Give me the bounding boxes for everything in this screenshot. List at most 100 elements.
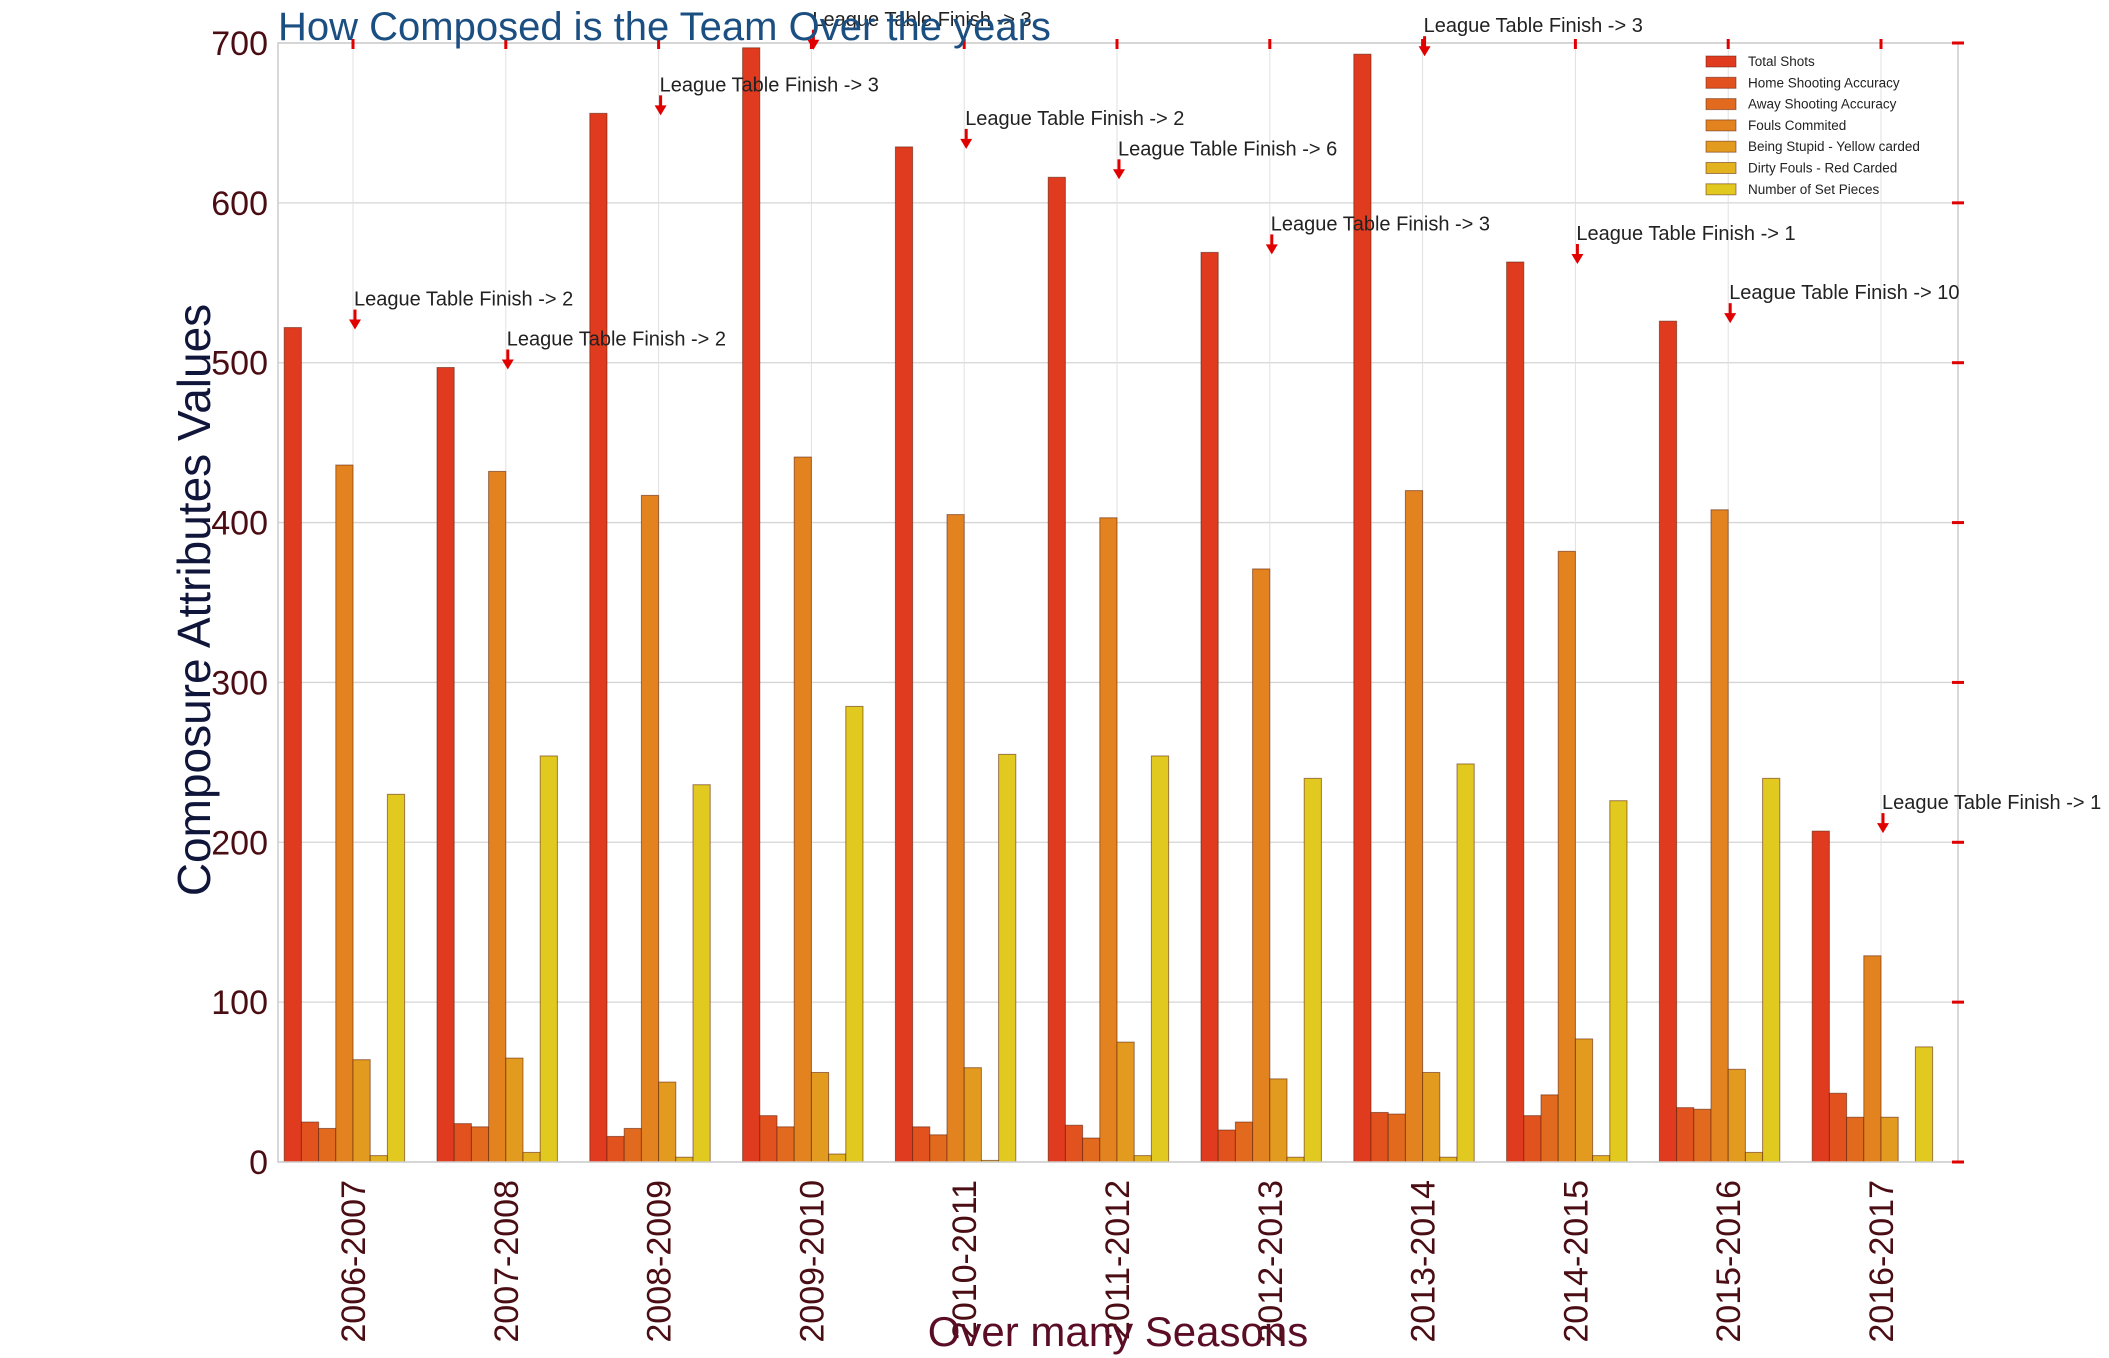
annotation-label: League Table Finish -> 6 <box>1118 138 1337 160</box>
bar <box>1252 568 1271 1163</box>
bar <box>488 470 507 1163</box>
x-tick-label: 2015-2016 <box>1710 1180 1748 1343</box>
bar <box>1658 320 1678 1163</box>
bar <box>1303 777 1322 1163</box>
bar <box>810 1071 830 1163</box>
x-tick-label: 2007-2008 <box>488 1180 526 1343</box>
legend: Total Shots Home Shooting Accuracy Away Sh… <box>1705 54 1920 197</box>
bar <box>352 1059 371 1163</box>
annotation-arrow-head <box>1724 313 1737 324</box>
legend-label: Being Stupid - Yellow carded <box>1748 139 1920 154</box>
bar <box>1811 830 1830 1163</box>
x-tick-label: 2016-2017 <box>1863 1180 1901 1343</box>
bar <box>1914 1046 1934 1163</box>
bar <box>436 367 455 1163</box>
annotation-label: League Table Finish -> 2 <box>354 289 573 311</box>
annotation-arrow-head <box>1418 46 1431 57</box>
bar <box>1370 1111 1389 1163</box>
bar <box>894 146 914 1163</box>
bar <box>1523 1115 1542 1163</box>
bar <box>1269 1078 1288 1163</box>
bar <box>1676 1107 1695 1163</box>
legend-label: Home Shooting Accuracy <box>1748 75 1900 90</box>
bar <box>946 514 965 1163</box>
y-tick-label: 700 <box>211 25 268 63</box>
annotation-arrow-head <box>349 319 361 330</box>
bar <box>606 1135 625 1163</box>
bar <box>640 494 660 1163</box>
legend-swatch <box>1705 162 1737 174</box>
annotation-arrow-head <box>1265 244 1278 255</box>
bar <box>1880 1116 1899 1163</box>
annotation-arrow-head <box>1877 823 1889 834</box>
bar <box>1693 1108 1712 1163</box>
annotation-label: League Table Finish -> 10 <box>1729 282 1959 304</box>
annotation-arrow-head <box>960 138 973 149</box>
bar <box>1422 1071 1441 1163</box>
annotation-label: League Table Finish -> 3 <box>660 74 879 96</box>
x-tick-label: 2011-2012 <box>1099 1180 1137 1340</box>
annotation-arrow-head <box>654 105 667 116</box>
bar <box>470 1126 490 1163</box>
bar <box>1727 1068 1746 1163</box>
right-axis-ticks <box>351 39 1964 1164</box>
bar <box>1133 1155 1152 1163</box>
y-tick-label: 600 <box>211 185 268 223</box>
bar <box>453 1123 472 1163</box>
bar <box>505 1057 524 1163</box>
y-axis-label: Composure Attributes Values <box>168 304 220 896</box>
x-tick-label: 2010-2011 <box>946 1180 984 1340</box>
legend-swatch <box>1705 183 1737 196</box>
legend-swatch <box>1705 140 1737 153</box>
x-tick-label: 2008-2009 <box>641 1180 679 1343</box>
annotation-label: League Table Finish -> 1 <box>1576 223 1795 245</box>
x-tick-labels: 2006-2007 2007-2008 2008-2009 2009-2010 2010… <box>335 1180 1901 1343</box>
bar <box>318 1127 337 1163</box>
annotation-arrow-head <box>501 359 514 370</box>
bar <box>1846 1116 1865 1163</box>
bar <box>793 456 812 1163</box>
annotation-label: League Table Finish -> 3 <box>1424 15 1643 37</box>
legend-swatch <box>1705 119 1737 132</box>
bar <box>1099 517 1118 1163</box>
bar <box>1609 800 1628 1163</box>
bar <box>1047 176 1066 1163</box>
bar <box>1557 550 1576 1163</box>
y-tick-label: 300 <box>211 664 268 702</box>
bar <box>1217 1129 1236 1163</box>
bar <box>1404 490 1424 1163</box>
bar <box>1506 261 1525 1163</box>
bar <box>998 753 1017 1163</box>
bar <box>1574 1038 1594 1163</box>
bars-group <box>283 47 1934 1163</box>
plot-frame <box>277 42 1959 1163</box>
bar <box>1064 1124 1084 1163</box>
legend-label: Total Shots <box>1748 54 1815 69</box>
x-axis-label: Over many Seasons <box>928 1308 1309 1355</box>
bar <box>845 705 864 1163</box>
bar <box>1710 509 1729 1163</box>
bar <box>1116 1041 1135 1163</box>
y-tick-label: 100 <box>211 984 268 1022</box>
bar <box>692 784 711 1163</box>
bar <box>386 793 406 1163</box>
grid-lines <box>278 42 1958 1163</box>
legend-swatch <box>1705 98 1737 111</box>
x-tick-label: 2014-2015 <box>1557 1180 1595 1343</box>
annotation-arrow-head <box>1571 254 1584 265</box>
bar <box>369 1155 388 1163</box>
legend-label: Dirty Fouls - Red Carded <box>1748 161 1897 176</box>
annotation-arrow-head <box>807 39 820 50</box>
chart-title: How Composed is the Team Over the years <box>278 5 1051 49</box>
y-tick-label: 400 <box>211 505 268 543</box>
y-tick-labels: 0 100 200 300 400 500 600 700 <box>211 25 268 1182</box>
bar <box>539 755 558 1163</box>
bar <box>1387 1113 1406 1163</box>
annotation-arrow-head <box>1113 169 1125 180</box>
annotation-label: League Table Finish -> 2 <box>507 329 726 351</box>
x-tick-label: 2009-2010 <box>793 1180 831 1343</box>
bar <box>589 112 608 1163</box>
bar <box>912 1126 931 1163</box>
legend-label: Away Shooting Accuracy <box>1748 97 1897 112</box>
bar <box>623 1127 642 1163</box>
